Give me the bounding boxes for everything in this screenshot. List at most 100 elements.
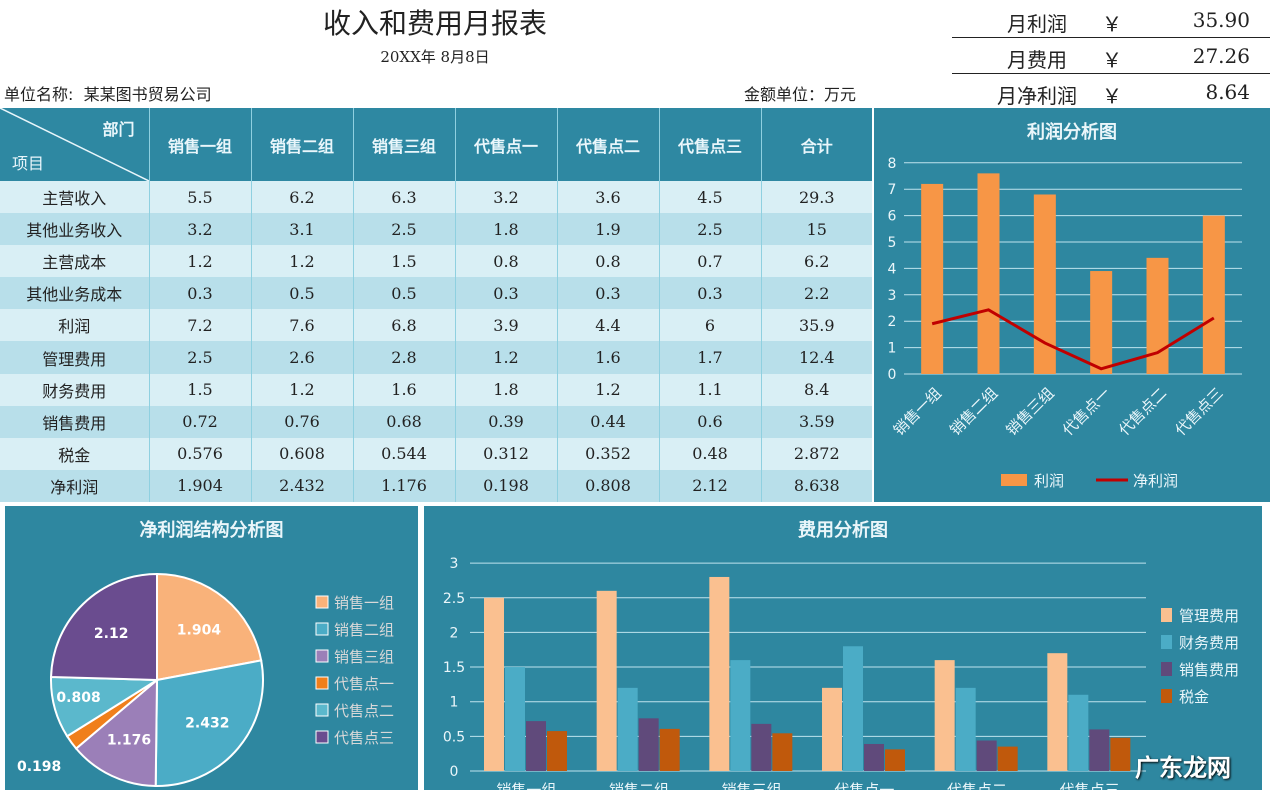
- table-cell[interactable]: 0.8: [454, 245, 557, 278]
- table-cell[interactable]: 1.7: [658, 341, 761, 374]
- table-row: 主营收入 5.5 6.2 6.3 3.2 3.6 4.5 29.3: [0, 181, 872, 214]
- table-cell[interactable]: 3.6: [556, 181, 659, 214]
- table-cell[interactable]: 1.176: [352, 469, 455, 502]
- line-net-profit: [931, 308, 1215, 371]
- table-cell[interactable]: 0.68: [352, 405, 455, 438]
- table-cell[interactable]: 7.2: [148, 309, 251, 342]
- table-cell[interactable]: 0.352: [556, 437, 659, 470]
- table-row: 净利润 1.904 2.432 1.176 0.198 0.808 2.12 8.638: [0, 469, 872, 502]
- table-cell[interactable]: 0.3: [556, 277, 659, 310]
- legend-swatch: [315, 676, 329, 690]
- y-tick-label: 2: [888, 314, 897, 330]
- table-cell[interactable]: 15: [760, 213, 872, 246]
- table-cell[interactable]: 0.198: [454, 469, 557, 502]
- table-cell[interactable]: 8.4: [760, 373, 872, 406]
- table-cell[interactable]: 2.12: [658, 469, 761, 502]
- table-cell[interactable]: 2.5: [352, 213, 455, 246]
- table-cell[interactable]: 1.5: [352, 245, 455, 278]
- bar-0: [596, 590, 617, 771]
- table-cell[interactable]: 6: [658, 309, 761, 342]
- watermark: 广东龙网: [1135, 754, 1231, 782]
- table-cell[interactable]: 3.2: [454, 181, 557, 214]
- table-cell[interactable]: 1.2: [454, 341, 557, 374]
- table-cell[interactable]: 0.39: [454, 405, 557, 438]
- table-cell[interactable]: 1.904: [148, 469, 251, 502]
- bar-2: [638, 718, 659, 771]
- table-cell[interactable]: 6.8: [352, 309, 455, 342]
- table-cell[interactable]: 2.8: [352, 341, 455, 374]
- row-label[interactable]: 管理费用: [0, 341, 149, 374]
- table-cell[interactable]: 1.6: [352, 373, 455, 406]
- table-cell[interactable]: 0.5: [352, 277, 455, 310]
- table-cell[interactable]: 6.2: [250, 181, 353, 214]
- table-cell[interactable]: 4.5: [658, 181, 761, 214]
- table-cell[interactable]: 0.3: [148, 277, 251, 310]
- table-cell[interactable]: 6.2: [760, 245, 872, 278]
- table-cell[interactable]: 3.9: [454, 309, 557, 342]
- table-cell[interactable]: 1.6: [556, 341, 659, 374]
- table-cell[interactable]: 0.7: [658, 245, 761, 278]
- table-cell[interactable]: 0.576: [148, 437, 251, 470]
- table-cell[interactable]: 2.5: [658, 213, 761, 246]
- row-label[interactable]: 主营成本: [0, 245, 149, 278]
- row-label[interactable]: 其他业务收入: [0, 213, 149, 246]
- table-cell[interactable]: 0.76: [250, 405, 353, 438]
- table-cell[interactable]: 3.1: [250, 213, 353, 246]
- bar-0: [1047, 653, 1068, 771]
- table-cell[interactable]: 1.1: [658, 373, 761, 406]
- table-cell[interactable]: 0.6: [658, 405, 761, 438]
- x-tick-label: 销售三组: [1002, 384, 1057, 439]
- summary-label: 月费用: [1007, 48, 1067, 72]
- legend-swatch: [315, 703, 329, 717]
- table-cell[interactable]: 0.72: [148, 405, 251, 438]
- table-cell[interactable]: 0.44: [556, 405, 659, 438]
- table-cell[interactable]: 5.5: [148, 181, 251, 214]
- row-label[interactable]: 销售费用: [0, 405, 149, 438]
- x-tick-label: 代售点二: [1115, 384, 1170, 439]
- table-cell[interactable]: 1.5: [148, 373, 251, 406]
- table-cell[interactable]: 2.6: [250, 341, 353, 374]
- table-cell[interactable]: 0.544: [352, 437, 455, 470]
- y-tick-label: 8: [888, 156, 897, 172]
- table-cell[interactable]: 0.3: [658, 277, 761, 310]
- bar-profit: [1090, 271, 1113, 374]
- table-row: 其他业务收入 3.2 3.1 2.5 1.8 1.9 2.5 15: [0, 213, 872, 246]
- table-cell[interactable]: 35.9: [760, 309, 872, 342]
- table-cell[interactable]: 0.48: [658, 437, 761, 470]
- table-cell[interactable]: 1.9: [556, 213, 659, 246]
- row-label[interactable]: 其他业务成本: [0, 277, 149, 310]
- table-cell[interactable]: 2.5: [148, 341, 251, 374]
- row-label[interactable]: 利润: [0, 309, 149, 342]
- table-cell[interactable]: 29.3: [760, 181, 872, 214]
- row-label[interactable]: 财务费用: [0, 373, 149, 406]
- bar-1: [955, 687, 976, 771]
- table-cell[interactable]: 6.3: [352, 181, 455, 214]
- summary-value: 27.26: [1192, 44, 1250, 68]
- expense-chart: 费用分析图 0 0.5 1 1.5 2 2.5 3 销售一组 销售二组 销售三组 代售点一 代售点二 代…: [424, 506, 1262, 790]
- table-cell[interactable]: 2.2: [760, 277, 872, 310]
- table-cell[interactable]: 7.6: [250, 309, 353, 342]
- table-cell[interactable]: 3.59: [760, 405, 872, 438]
- table-cell[interactable]: 2.432: [250, 469, 353, 502]
- table-cell[interactable]: 0.808: [556, 469, 659, 502]
- row-label[interactable]: 税金: [0, 437, 149, 470]
- row-label[interactable]: 净利润: [0, 469, 149, 502]
- table-cell[interactable]: 0.608: [250, 437, 353, 470]
- table-cell[interactable]: 0.5: [250, 277, 353, 310]
- table-cell[interactable]: 1.2: [556, 373, 659, 406]
- table-cell[interactable]: 0.3: [454, 277, 557, 310]
- table-cell[interactable]: 0.8: [556, 245, 659, 278]
- table-cell[interactable]: 1.8: [454, 213, 557, 246]
- row-label[interactable]: 主营收入: [0, 181, 149, 214]
- table-cell[interactable]: 1.8: [454, 373, 557, 406]
- table-cell[interactable]: 1.2: [250, 245, 353, 278]
- chart-title: 利润分析图: [1027, 122, 1117, 143]
- table-cell[interactable]: 2.872: [760, 437, 872, 470]
- table-cell[interactable]: 1.2: [250, 373, 353, 406]
- table-cell[interactable]: 8.638: [760, 469, 872, 502]
- table-cell[interactable]: 0.312: [454, 437, 557, 470]
- table-cell[interactable]: 3.2: [148, 213, 251, 246]
- table-cell[interactable]: 12.4: [760, 341, 872, 374]
- table-cell[interactable]: 1.2: [148, 245, 251, 278]
- table-cell[interactable]: 4.4: [556, 309, 659, 342]
